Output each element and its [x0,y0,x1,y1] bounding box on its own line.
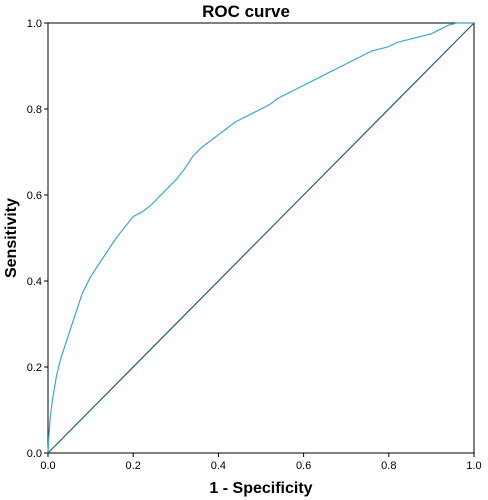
x-tick-label: 0.2 [126,460,141,472]
chart-title: ROC curve [202,2,290,21]
x-tick-label: 0.8 [381,460,396,472]
y-tick-label: 0.4 [27,276,42,288]
x-tick-label: 0.6 [296,460,311,472]
y-tick-label: 0.8 [27,104,42,116]
x-tick-label: 0.0 [40,460,55,472]
y-tick-label: 0.0 [27,448,42,460]
ticks-layer: 0.0 0.2 0.4 0.6 0.8 1.0 0.0 0.2 0.4 0.6 0.8 1.0 [27,18,482,472]
series-layer [47,22,475,454]
y-axis-label: Sensitivity [3,198,20,278]
x-axis-label: 1 - Specificity [209,480,312,497]
roc-curve-line [47,22,474,454]
y-tick-label: 0.2 [27,362,42,374]
y-tick-label: 1.0 [27,18,42,30]
y-tick-label: 0.6 [27,190,42,202]
plot-frame [47,22,475,454]
x-tick-label: 0.4 [211,460,226,472]
x-tick-label: 1.0 [466,460,481,472]
reference-diagonal-line [47,22,475,454]
